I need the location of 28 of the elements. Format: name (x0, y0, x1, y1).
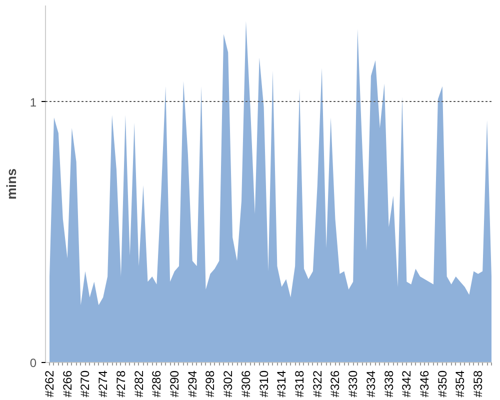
x-tick-label: #330 (346, 370, 360, 398)
x-tick-label: #282 (132, 370, 146, 398)
x-tick-label: #266 (60, 370, 74, 398)
x-tick-label: #286 (150, 370, 164, 398)
x-tick-label: #274 (96, 370, 110, 398)
x-tick-label: #354 (453, 370, 468, 398)
x-tick-label: #326 (328, 370, 342, 398)
x-tick-label: #338 (382, 370, 396, 398)
y-tick-label: 0 (30, 356, 37, 370)
x-tick-label: #346 (418, 370, 432, 398)
x-tick-label: #322 (310, 370, 324, 398)
x-tick-label: #302 (221, 370, 236, 398)
x-tick-label: #318 (292, 370, 307, 398)
x-tick-label: #334 (364, 370, 378, 398)
x-tick-label: #290 (168, 370, 182, 398)
x-tick-label: #314 (274, 370, 289, 398)
x-tick-label: #294 (185, 370, 200, 398)
x-tick-label: #358 (471, 370, 486, 398)
x-tick-label: #270 (78, 370, 92, 398)
x-tick-label: #350 (435, 370, 450, 398)
x-tick-label: #342 (400, 370, 414, 398)
x-tick-label: #306 (238, 370, 253, 398)
x-tick-label: #298 (203, 370, 218, 398)
y-axis-title: mins (4, 168, 19, 200)
x-tick-label: #310 (256, 370, 271, 398)
x-tick-label: #278 (114, 370, 128, 398)
y-tick-label: 1 (30, 95, 37, 110)
x-tick-label: #262 (42, 370, 57, 398)
